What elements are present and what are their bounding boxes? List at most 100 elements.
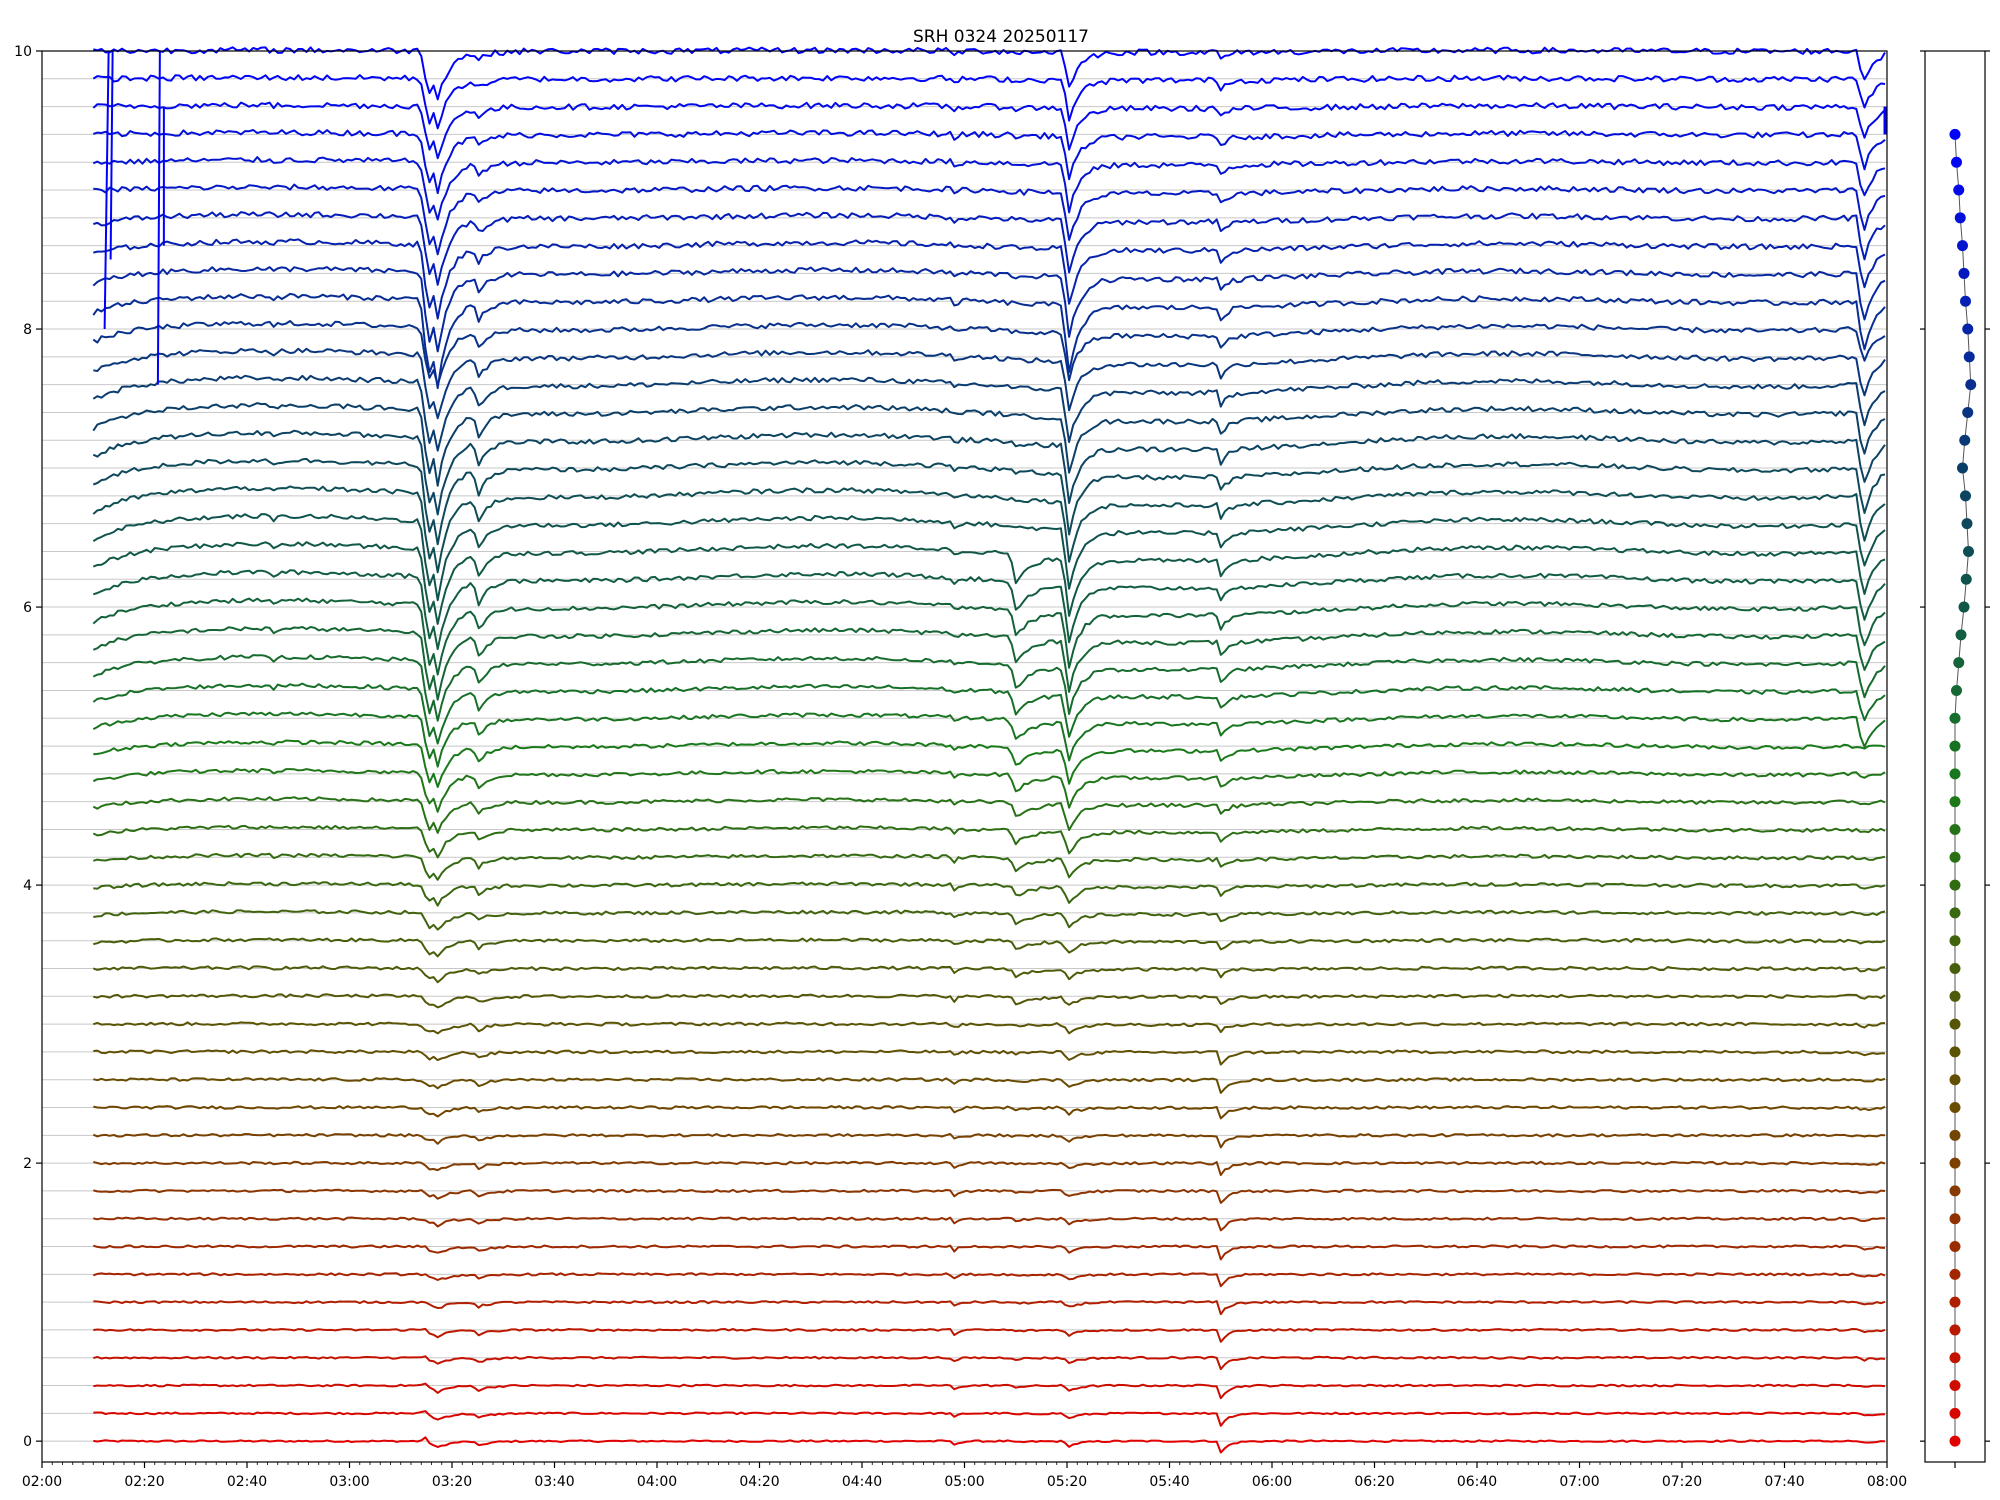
- chart-title: SRH 0324 20250117: [913, 27, 1089, 47]
- series-line: [93, 1327, 1886, 1343]
- side-point: [1949, 907, 1961, 919]
- side-point: [1949, 768, 1961, 780]
- side-point: [1958, 601, 1970, 613]
- side-point: [1949, 1324, 1961, 1336]
- series-line: [92, 402, 1886, 487]
- y-tick-label: 10: [14, 44, 32, 60]
- x-tick-label: 06:00: [1252, 1474, 1292, 1490]
- series-line: [93, 909, 1886, 931]
- series-line: [92, 1272, 1886, 1288]
- y-tick-label: 4: [23, 878, 32, 894]
- x-tick-label: 04:40: [842, 1474, 882, 1490]
- series-line: [93, 739, 1886, 788]
- series-line: [92, 74, 1886, 130]
- main-plot-gridlines: [42, 50, 1887, 1442]
- x-tick-label: 03:40: [534, 1474, 574, 1490]
- series-line: [92, 796, 1886, 834]
- series-line: [93, 183, 1886, 256]
- series-line: [92, 1021, 1886, 1035]
- x-tick-label: 04:20: [739, 1474, 779, 1490]
- side-point: [1949, 1102, 1961, 1114]
- series-line: [93, 46, 1886, 101]
- x-tick-label: 06:20: [1354, 1474, 1394, 1490]
- side-point: [1949, 1352, 1961, 1364]
- series-line: [93, 1077, 1886, 1094]
- side-point: [1961, 518, 1973, 530]
- side-point: [1949, 990, 1961, 1002]
- side-point: [1949, 1129, 1961, 1141]
- x-tick-label: 05:20: [1047, 1474, 1087, 1490]
- series-line: [93, 1216, 1885, 1232]
- series-line: [93, 993, 1886, 1009]
- x-tick-label: 07:20: [1662, 1474, 1702, 1490]
- side-point: [1949, 1380, 1961, 1392]
- side-point: [1963, 545, 1974, 557]
- side-point: [1949, 712, 1961, 724]
- series-line: [93, 1160, 1886, 1177]
- side-point: [1949, 1046, 1961, 1058]
- side-point: [1957, 240, 1968, 252]
- y-tick-label: 2: [23, 1156, 32, 1172]
- side-point: [1949, 1157, 1961, 1169]
- series-line: [93, 238, 1886, 320]
- side-point: [1949, 935, 1961, 947]
- side-point: [1949, 1268, 1961, 1280]
- side-point: [1965, 379, 1977, 391]
- side-point: [1949, 879, 1961, 891]
- series-line: [92, 429, 1886, 516]
- main-x-axis: 02:00 02:20 02:40 03:00 03:20 03:40 04:00 04:20…: [22, 1462, 1907, 1490]
- series-line: [92, 569, 1886, 651]
- series-line: [92, 682, 1886, 745]
- side-point: [1949, 1213, 1961, 1225]
- series-line: [93, 1188, 1886, 1204]
- series-line: [93, 1436, 1886, 1454]
- side-point: [1960, 573, 1972, 585]
- side-point: [1960, 490, 1971, 502]
- y-tick-label: 0: [23, 1434, 32, 1450]
- series-line: [92, 626, 1886, 701]
- side-point: [1949, 1435, 1961, 1447]
- series-line: [92, 513, 1886, 602]
- side-point: [1957, 462, 1968, 474]
- series-line: [92, 485, 1886, 574]
- side-point: [1959, 434, 1971, 446]
- side-point: [1955, 629, 1967, 641]
- side-point: [1951, 156, 1962, 168]
- x-tick-label: 02:40: [227, 1474, 267, 1490]
- x-tick-label: 07:40: [1764, 1474, 1804, 1490]
- series-line: [93, 1049, 1886, 1066]
- side-point: [1949, 1407, 1961, 1419]
- side-point: [1958, 267, 1970, 279]
- series-line: [92, 767, 1886, 813]
- series-line: [93, 1410, 1886, 1427]
- spike-line: [103, 50, 114, 330]
- x-tick-label: 07:00: [1559, 1474, 1599, 1490]
- x-tick-label: 06:40: [1457, 1474, 1497, 1490]
- side-point: [1962, 406, 1974, 418]
- series-line: [92, 965, 1886, 984]
- series-line: [93, 1105, 1886, 1120]
- x-tick-label: 05:40: [1149, 1474, 1189, 1490]
- side-point: [1962, 323, 1974, 335]
- series-line: [93, 937, 1886, 958]
- side-point: [1949, 796, 1961, 808]
- side-point: [1949, 128, 1961, 140]
- series-line: [93, 881, 1886, 907]
- x-tick-label: 02:00: [22, 1474, 62, 1490]
- series-line: [93, 1355, 1886, 1371]
- series-line: [93, 211, 1886, 286]
- side-point: [1949, 740, 1961, 752]
- series-line: [92, 374, 1886, 452]
- side-point: [1949, 1018, 1961, 1030]
- side-point: [1951, 684, 1962, 696]
- series-line: [92, 266, 1886, 353]
- series-line: [92, 597, 1886, 676]
- side-point: [1949, 851, 1961, 863]
- main-plot-traces: [92, 46, 1887, 1454]
- y-tick-label: 8: [23, 322, 32, 338]
- side-point: [1953, 184, 1965, 196]
- x-tick-label: 03:00: [329, 1474, 369, 1490]
- series-line: [93, 347, 1886, 420]
- side-point: [1949, 823, 1961, 835]
